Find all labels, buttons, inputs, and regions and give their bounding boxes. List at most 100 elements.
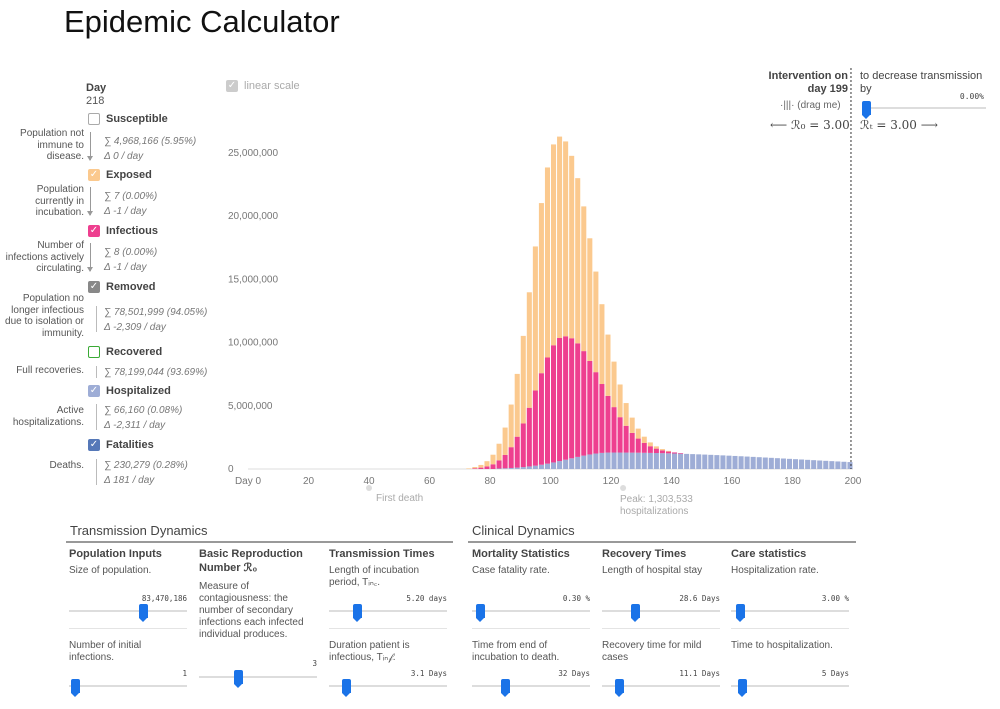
checkbox-icon[interactable]: ✓ [88,439,100,451]
legend-item-stats: ∑ 66,160 (0.08%) Δ -2,311 / day [104,405,183,431]
flow-arrow-icon [87,132,93,161]
control-slider[interactable] [731,679,849,697]
slider-thumb[interactable] [862,101,871,119]
bar-infectious [490,464,496,469]
bar-exposed [623,403,629,426]
slider-thumb[interactable] [476,604,486,622]
checkbox-icon[interactable]: ✓ [88,281,100,293]
control-slider[interactable] [69,679,187,697]
slider-thumb[interactable] [736,604,746,622]
checkbox-icon[interactable] [88,113,100,125]
bar-hospitalized [678,453,684,469]
slider-thumb[interactable] [614,679,624,697]
control-title: Care statistics [731,548,807,560]
bar-hospitalized [569,458,575,469]
bar-exposed [563,141,569,337]
divider [602,628,720,629]
control-slider[interactable] [329,679,447,697]
control-value: 3.1 Days [410,669,447,678]
decrease-percent-value: 0.00% [959,92,984,101]
bar-infectious [484,466,490,469]
bar-exposed [593,271,599,373]
r0-label: ⟵ ℛ₀ = 3.00 [770,118,850,132]
drag-icon[interactable]: ·|||· [780,100,795,111]
legend-item-hospitalized[interactable]: ✓ Hospitalized [88,385,171,397]
control-slider[interactable] [602,679,720,697]
bar-infectious [551,345,557,463]
slider-thumb[interactable] [352,604,362,622]
legend-item-description: Population no longer infectious due to iso… [5,293,84,339]
drag-handle[interactable]: ·|||· (drag me) [780,100,841,111]
bar-hospitalized [605,452,611,469]
checkbox-icon[interactable]: ✓ [88,385,100,397]
bar-infectious [629,432,635,453]
x-tick-label: 160 [724,476,741,487]
intervention-slider[interactable] [862,101,986,119]
legend-item-label: Recovered [106,346,163,358]
linear-scale-label: linear scale [244,80,300,92]
bar-infectious [520,423,526,468]
bar-hospitalized [690,454,696,469]
bar-exposed [538,203,544,374]
bar-hospitalized [659,453,665,469]
legend-item-removed[interactable]: ✓ Removed [88,281,156,293]
control-value: 32 Days [558,669,590,678]
slider-thumb[interactable] [631,604,641,622]
bar-exposed [653,446,659,449]
control-slider[interactable] [602,604,720,622]
checkbox-icon[interactable]: ✓ [88,225,100,237]
bar-exposed [526,292,532,408]
control-slider[interactable] [69,604,187,622]
x-tick-label: 180 [784,476,801,487]
control-description: Length of incubation period, Tᵢₙ꜀. [329,565,420,588]
slider-thumb[interactable] [738,679,748,697]
legend-item-infectious[interactable]: ✓ Infectious [88,225,158,237]
checkbox-icon[interactable]: ✓ [226,80,238,92]
bar-infectious [526,407,532,467]
control-slider[interactable] [472,679,590,697]
legend-item-recovered[interactable]: Recovered [88,346,162,358]
checkbox-icon[interactable] [88,346,100,358]
legend-item-description: Deaths. [49,460,84,471]
bar-hospitalized [563,459,569,469]
legend-item-label: Fatalities [106,439,154,451]
bar-infectious [678,453,684,454]
control-description: Time from end of incubation to death. [472,640,560,663]
bar-hospitalized [714,455,720,469]
legend-item-susceptible[interactable]: Susceptible [88,113,168,125]
legend-item-exposed[interactable]: ✓ Exposed [88,169,152,181]
bar-exposed [587,238,593,361]
bar-infectious [641,442,647,453]
slider-thumb[interactable] [71,679,80,697]
first-death-note: First death [376,493,424,504]
bar-infectious [659,450,665,454]
bar-hospitalized [611,452,617,469]
control-slider[interactable] [731,604,849,622]
slider-thumb[interactable] [501,679,511,697]
slider-thumb[interactable] [233,670,243,688]
bar-hospitalized [708,454,714,469]
x-tick-label: 20 [303,476,315,487]
checkbox-icon[interactable]: ✓ [88,169,100,181]
slider-thumb[interactable] [138,604,148,622]
legend-item-stats: ∑ 8 (0.00%) Δ -1 / day [104,247,158,273]
bar-exposed [532,246,538,391]
peak-note: Peak: 1,303,533 hospitalizations [620,494,693,517]
control-slider[interactable] [199,670,317,688]
control-slider[interactable] [329,604,447,622]
bar-exposed [508,404,514,448]
bar-hospitalized [835,461,841,469]
slider-thumb[interactable] [341,679,351,697]
bar-hospitalized [593,453,599,469]
bar-hospitalized [756,457,762,469]
x-tick-label: 100 [542,476,559,487]
bar-infectious [611,407,617,453]
linear-scale-toggle[interactable]: ✓ linear scale [226,80,300,92]
control-description: Recovery time for mild cases [602,640,702,663]
control-slider[interactable] [472,604,590,622]
bar-exposed [544,167,550,358]
bar-infectious [599,384,605,453]
bar-hospitalized [575,456,581,469]
legend-item-fatalities[interactable]: ✓ Fatalities [88,439,154,451]
bar-infectious [653,448,659,454]
